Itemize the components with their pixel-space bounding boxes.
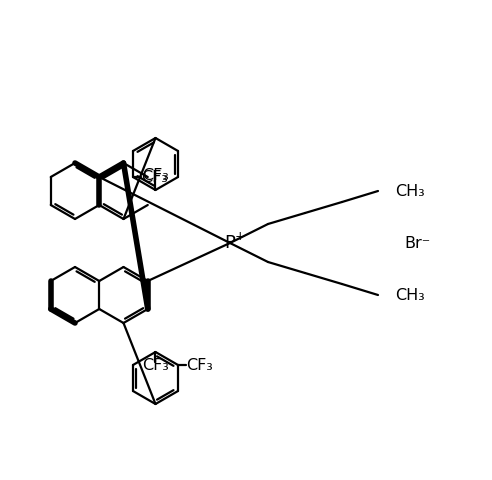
Text: CF₃: CF₃ — [142, 169, 168, 184]
Text: CF₃: CF₃ — [186, 358, 214, 372]
Text: CF₃: CF₃ — [142, 168, 169, 183]
Text: CF₃: CF₃ — [142, 359, 169, 373]
Text: CH₃: CH₃ — [395, 183, 425, 199]
Text: P: P — [224, 234, 236, 252]
Text: +: + — [235, 229, 246, 242]
Text: Br⁻: Br⁻ — [405, 236, 431, 251]
Text: CH₃: CH₃ — [395, 288, 425, 302]
